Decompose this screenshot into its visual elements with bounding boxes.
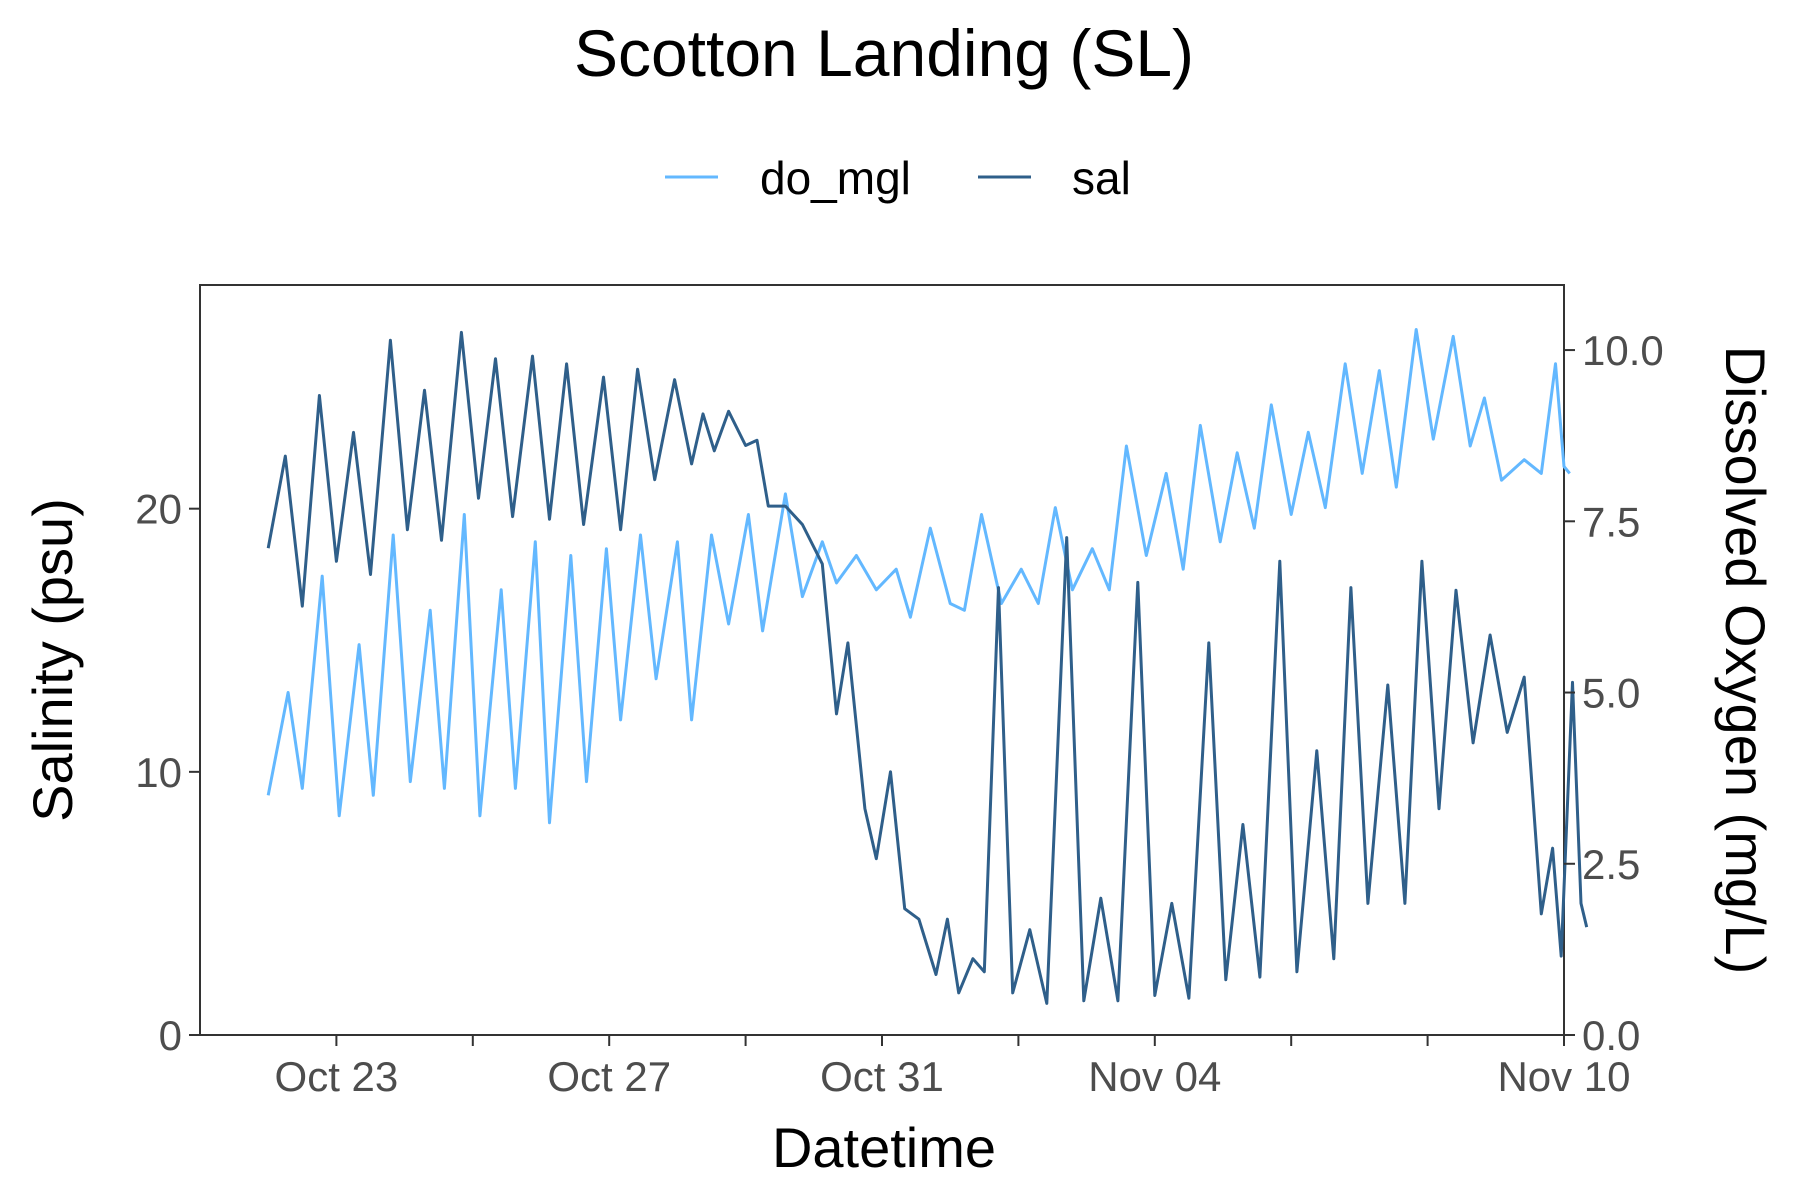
x-axis: Oct 23 Oct 27 Oct 31 Nov 04 Nov 10 — [275, 1035, 1631, 1100]
x-tick-label: Nov 04 — [1088, 1053, 1221, 1100]
y-axis-left-title: Salinity (psu) — [21, 498, 84, 822]
y-right-tick-label: 5.0 — [1582, 670, 1640, 717]
x-tick-label: Nov 10 — [1497, 1053, 1630, 1100]
y-left-tick-label: 0 — [159, 1012, 182, 1059]
legend-label-do-mgl: do_mgl — [760, 152, 911, 204]
y-right-tick-label: 2.5 — [1582, 841, 1640, 888]
x-tick-label: Oct 27 — [547, 1053, 671, 1100]
legend: do_mgl sal — [665, 152, 1131, 204]
y-right-tick-label: 0.0 — [1582, 1012, 1640, 1059]
series-line-do-mgl — [266, 328, 1571, 825]
x-axis-title: Datetime — [772, 1116, 996, 1179]
series-line-sal — [266, 330, 1589, 1005]
y-left-tick-label: 10 — [135, 749, 182, 796]
y-left-tick-label: 20 — [135, 486, 182, 533]
x-tick-label: Oct 31 — [820, 1053, 944, 1100]
y-right-tick-label: 7.5 — [1582, 498, 1640, 545]
plot-panel-border — [199, 284, 1565, 1036]
y-axis-left: 0 10 20 — [135, 486, 200, 1059]
y-axis-right: 0.0 2.5 5.0 7.5 10.0 — [1564, 327, 1664, 1059]
chart-title: Scotton Landing (SL) — [574, 16, 1194, 90]
y-axis-right-title: Dissolved Oxygen (mg/L) — [1714, 346, 1777, 975]
x-tick-label: Oct 23 — [275, 1053, 399, 1100]
legend-label-sal: sal — [1072, 152, 1131, 204]
y-right-tick-label: 10.0 — [1582, 327, 1664, 374]
series-layer — [266, 328, 1589, 1005]
